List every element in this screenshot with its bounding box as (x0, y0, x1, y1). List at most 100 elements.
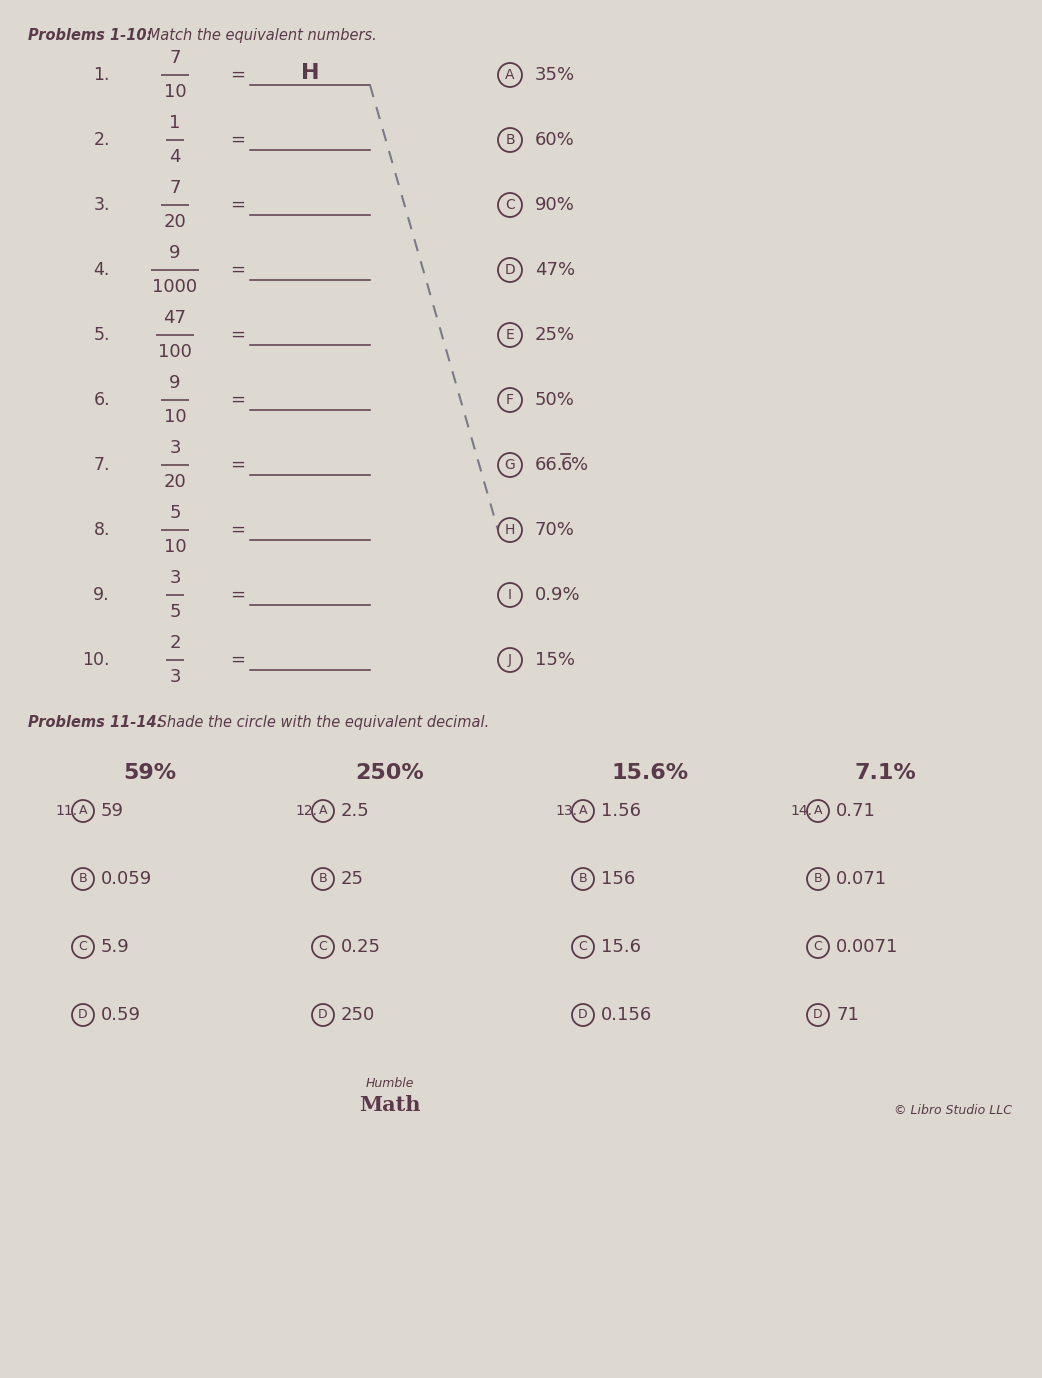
Text: 15%: 15% (535, 650, 575, 668)
Text: 0.156: 0.156 (601, 1006, 652, 1024)
Text: 5: 5 (169, 504, 180, 522)
Text: 60%: 60% (535, 131, 575, 149)
Text: 9: 9 (169, 373, 180, 391)
Text: B: B (79, 872, 88, 886)
Text: 15.6: 15.6 (601, 938, 641, 956)
Text: 4: 4 (169, 147, 180, 165)
Text: 1.: 1. (94, 66, 110, 84)
Text: 2: 2 (169, 634, 180, 652)
Text: D: D (78, 1009, 88, 1021)
Text: 6: 6 (561, 456, 572, 474)
Text: 5.9: 5.9 (101, 938, 130, 956)
Text: 8.: 8. (94, 521, 110, 539)
Text: D: D (318, 1009, 328, 1021)
Text: 66.: 66. (535, 456, 564, 474)
Text: =: = (230, 650, 245, 668)
Text: 3: 3 (169, 668, 180, 686)
Text: H: H (504, 524, 515, 537)
Text: 0.0071: 0.0071 (836, 938, 898, 956)
Text: A: A (79, 805, 88, 817)
Text: 0.059: 0.059 (101, 870, 152, 887)
Text: 2.: 2. (94, 131, 110, 149)
Text: A: A (505, 68, 515, 83)
Text: C: C (78, 941, 88, 954)
Text: =: = (230, 521, 245, 539)
Text: 13.: 13. (555, 803, 577, 819)
Text: B: B (814, 872, 822, 886)
Text: =: = (230, 196, 245, 214)
Text: 10: 10 (164, 83, 187, 101)
Text: B: B (319, 872, 327, 886)
Text: =: = (230, 586, 245, 604)
Text: D: D (504, 263, 516, 277)
Text: F: F (506, 393, 514, 407)
Text: 59: 59 (101, 802, 124, 820)
Text: =: = (230, 131, 245, 149)
Text: 3: 3 (169, 569, 180, 587)
Text: 9.: 9. (94, 586, 110, 604)
Text: 4.: 4. (94, 260, 110, 278)
Text: 6.: 6. (94, 391, 110, 409)
Text: 25%: 25% (535, 327, 575, 344)
Text: 71: 71 (836, 1006, 859, 1024)
Text: G: G (504, 457, 516, 473)
Text: Problems 11-14:: Problems 11-14: (28, 715, 163, 730)
Text: =: = (230, 391, 245, 409)
Text: 20: 20 (164, 473, 187, 491)
Text: 3: 3 (169, 440, 180, 457)
Text: A: A (578, 805, 588, 817)
Text: =: = (230, 456, 245, 474)
Text: 90%: 90% (535, 196, 575, 214)
Text: 250%: 250% (355, 763, 424, 783)
Text: 0.071: 0.071 (836, 870, 887, 887)
Text: J: J (508, 653, 512, 667)
Text: 156: 156 (601, 870, 636, 887)
Text: Humble: Humble (366, 1078, 415, 1090)
Text: %: % (571, 456, 589, 474)
Text: 11.: 11. (55, 803, 77, 819)
Text: A: A (319, 805, 327, 817)
Text: I: I (508, 588, 512, 602)
Text: D: D (813, 1009, 823, 1021)
Text: C: C (505, 198, 515, 212)
Text: =: = (230, 66, 245, 84)
Text: 14.: 14. (790, 803, 812, 819)
Text: 5.: 5. (94, 327, 110, 344)
Text: 35%: 35% (535, 66, 575, 84)
Text: C: C (578, 941, 588, 954)
Text: C: C (319, 941, 327, 954)
Text: 20: 20 (164, 214, 187, 232)
Text: 1: 1 (169, 114, 180, 132)
Text: =: = (230, 327, 245, 344)
Text: 0.71: 0.71 (836, 802, 876, 820)
Text: 59%: 59% (123, 763, 176, 783)
Text: B: B (578, 872, 588, 886)
Text: © Libro Studio LLC: © Libro Studio LLC (894, 1104, 1012, 1116)
Text: Match the equivalent numbers.: Match the equivalent numbers. (143, 28, 377, 43)
Text: 2.5: 2.5 (341, 802, 370, 820)
Text: E: E (505, 328, 515, 342)
Text: 10: 10 (164, 537, 187, 555)
Text: =: = (230, 260, 245, 278)
Text: 12.: 12. (295, 803, 317, 819)
Text: 25: 25 (341, 870, 364, 887)
Text: 47: 47 (164, 309, 187, 327)
Text: 10: 10 (164, 408, 187, 426)
Text: 0.9%: 0.9% (535, 586, 580, 604)
Text: 47%: 47% (535, 260, 575, 278)
Text: H: H (301, 63, 319, 83)
Text: 3.: 3. (94, 196, 110, 214)
Text: Math: Math (359, 1096, 421, 1115)
Text: D: D (578, 1009, 588, 1021)
Text: 5: 5 (169, 604, 180, 621)
Text: 7.: 7. (94, 456, 110, 474)
Text: 7: 7 (169, 50, 180, 68)
Text: B: B (505, 134, 515, 147)
Text: Shade the circle with the equivalent decimal.: Shade the circle with the equivalent dec… (153, 715, 490, 730)
Text: 9: 9 (169, 244, 180, 262)
Text: 1000: 1000 (152, 278, 198, 296)
Text: 7: 7 (169, 179, 180, 197)
Text: C: C (814, 941, 822, 954)
Text: 0.59: 0.59 (101, 1006, 141, 1024)
Text: 1.56: 1.56 (601, 802, 641, 820)
